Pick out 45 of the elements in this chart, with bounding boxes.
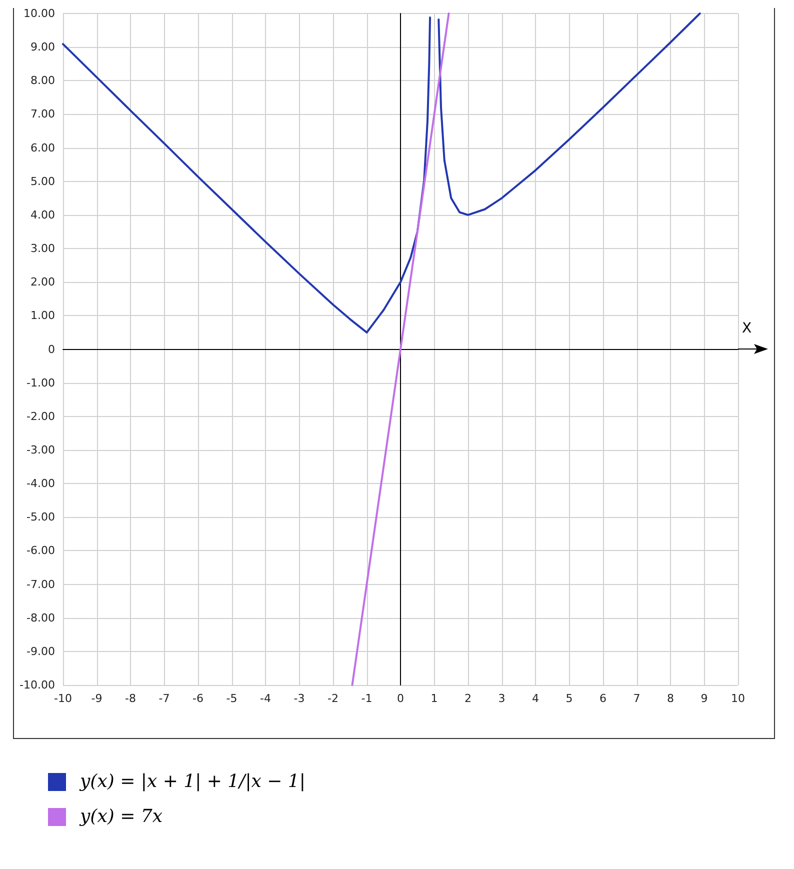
y-tick-label: -6.00 — [26, 544, 55, 558]
x-tick-label: 7 — [633, 692, 640, 705]
y-tick-label: -1.00 — [26, 376, 55, 390]
x-tick-label: 9 — [700, 692, 708, 705]
x-tick-label: -7 — [158, 692, 170, 705]
x-axis-title: X — [742, 320, 752, 336]
y-tick-label: 1.00 — [30, 309, 55, 322]
x-tick-label: 2 — [464, 692, 472, 705]
y-tick-label: 8.00 — [30, 74, 55, 88]
y-tick-label: 5.00 — [30, 174, 55, 188]
x-tick-label: -5 — [226, 692, 238, 705]
x-tick-label: -1 — [361, 692, 372, 705]
x-tick-label: 4 — [532, 692, 539, 705]
x-tick-label: -6 — [192, 692, 204, 705]
y-tick-label: -5.00 — [26, 510, 55, 524]
y-tick-label: -3.00 — [26, 443, 55, 456]
y-tick-label: 2.00 — [30, 276, 55, 289]
y-tick-label: 6.00 — [30, 141, 55, 154]
y-tick-label: 3.00 — [30, 242, 55, 256]
y-tick-label: 0 — [48, 342, 55, 356]
x-tick-label: 1 — [430, 692, 438, 705]
x-tick-label: 0 — [397, 692, 404, 705]
x-tick-label: 5 — [566, 692, 573, 705]
y-tick-label: -9.00 — [26, 644, 55, 658]
legend-label: y(x) = |x + 1| + 1/|x − 1| — [80, 771, 306, 792]
x-tick-label: 3 — [498, 692, 506, 705]
x-tick-label: 8 — [667, 692, 674, 705]
y-tick-label: -7.00 — [26, 578, 55, 591]
x-tick-label: 6 — [600, 692, 606, 705]
x-tick-label: -10 — [54, 692, 72, 705]
y-tick-label: 10.00 — [24, 7, 55, 20]
y-tick-label: 4.00 — [30, 208, 55, 222]
y-tick-label: -10.00 — [20, 678, 55, 692]
x-tick-label: -2 — [328, 692, 338, 705]
x-tick-label: -9 — [91, 692, 102, 705]
y-tick-label: 9.00 — [30, 40, 55, 54]
y-tick-label: -4.00 — [26, 477, 55, 490]
y-tick-label: 7.00 — [30, 108, 55, 121]
y-tick-label: -8.00 — [26, 611, 55, 624]
y-tick-label: -2.00 — [26, 410, 55, 423]
legend-label: y(x) = 7x — [80, 806, 162, 827]
x-tick-label: -8 — [125, 692, 136, 705]
x-tick-label: -4 — [260, 692, 271, 705]
x-tick-label: 10 — [731, 692, 745, 705]
x-tick-label: -3 — [294, 692, 305, 705]
